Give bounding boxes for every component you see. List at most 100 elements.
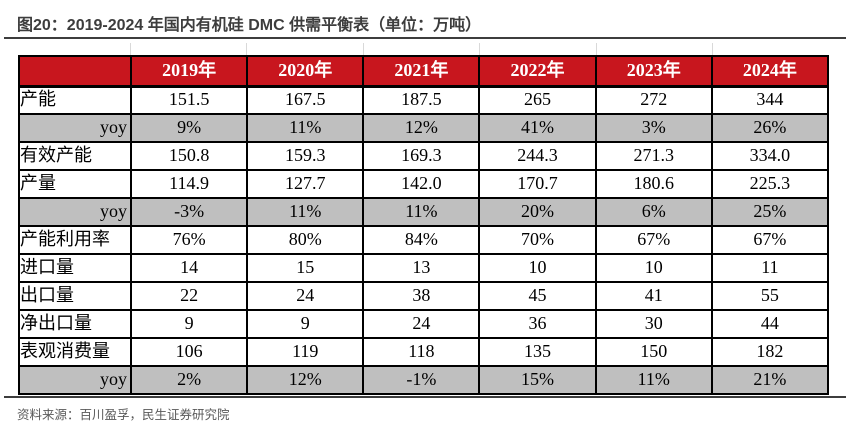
table-cell: 9 [246, 309, 365, 339]
column-header: 2020年 [246, 55, 365, 88]
table-row-apparent-consumption: 表观消费量 106 119 118 135 150 182 [18, 337, 830, 367]
column-guide-tick [246, 43, 247, 55]
table-row-net-exports: 净出口量 9 9 24 36 30 44 [18, 309, 830, 339]
column-guide-tick [712, 43, 713, 55]
table-cell: 142.0 [362, 169, 481, 199]
table-cell: 169.3 [362, 141, 481, 171]
row-label: yoy [18, 113, 132, 143]
table-cell: 24 [362, 309, 481, 339]
table-cell: 334.0 [710, 141, 830, 171]
title-divider [4, 37, 846, 39]
table-row-output-yoy: yoy -3% 11% 11% 20% 6% 25% [18, 197, 830, 227]
row-label: 进口量 [18, 253, 132, 283]
column-header-blank [18, 55, 132, 88]
table-row-utilization: 产能利用率 76% 80% 84% 70% 67% 67% [18, 225, 830, 255]
table-cell: 80% [246, 225, 365, 255]
row-label: yoy [18, 365, 132, 395]
table-cell: 70% [478, 225, 597, 255]
row-label: 净出口量 [18, 309, 132, 339]
footer-divider [4, 396, 846, 398]
table-cell: 84% [362, 225, 481, 255]
table-cell: 265 [478, 85, 597, 115]
table-cell: 2% [129, 365, 249, 395]
table-row-consumption-yoy: yoy 2% 12% -1% 15% 11% 21% [18, 365, 830, 395]
table-cell: 9 [129, 309, 249, 339]
column-header: 2023年 [594, 55, 713, 88]
table-cell: 21% [710, 365, 830, 395]
table-cell: 26% [710, 113, 830, 143]
table-cell: 271.3 [594, 141, 713, 171]
table-cell: 11 [710, 253, 830, 283]
table-cell: 11% [594, 365, 713, 395]
table-row-effective-capacity: 有效产能 150.8 159.3 169.3 244.3 271.3 334.0 [18, 141, 830, 171]
table-cell: 38 [362, 281, 481, 311]
table-cell: 167.5 [246, 85, 365, 115]
table-cell: 9% [129, 113, 249, 143]
column-guide-tick [130, 43, 131, 55]
table-cell: 114.9 [129, 169, 249, 199]
table-cell: 118 [362, 337, 481, 367]
row-label: 表观消费量 [18, 337, 132, 367]
table-cell: 170.7 [478, 169, 597, 199]
column-header: 2024年 [710, 55, 830, 88]
table-cell: 127.7 [246, 169, 365, 199]
table-cell: 244.3 [478, 141, 597, 171]
table-cell: 6% [594, 197, 713, 227]
column-header: 2021年 [362, 55, 481, 88]
table-row-imports: 进口量 14 15 13 10 10 11 [18, 253, 830, 283]
table-cell: 41% [478, 113, 597, 143]
table-cell: 20% [478, 197, 597, 227]
table-cell: 67% [710, 225, 830, 255]
table-cell: 225.3 [710, 169, 830, 199]
table-cell: 344 [710, 85, 830, 115]
table-cell: 11% [246, 113, 365, 143]
table-row-capacity-yoy: yoy 9% 11% 12% 41% 3% 26% [18, 113, 830, 143]
table-cell: 272 [594, 85, 713, 115]
table-cell: 3% [594, 113, 713, 143]
column-guide-tick [363, 43, 364, 55]
figure-title: 图20：2019-2024 年国内有机硅 DMC 供需平衡表（单位：万吨） [17, 17, 482, 34]
table-cell: 41 [594, 281, 713, 311]
table-cell: 106 [129, 337, 249, 367]
table-cell: 44 [710, 309, 830, 339]
table-cell: 55 [710, 281, 830, 311]
table-cell: 10 [478, 253, 597, 283]
table-cell: -3% [129, 197, 249, 227]
header-row: 2019年 2020年 2021年 2022年 2023年 2024年 [18, 55, 830, 88]
table-cell: 150 [594, 337, 713, 367]
row-label: yoy [18, 197, 132, 227]
table-cell: 187.5 [362, 85, 481, 115]
table-cell: 12% [362, 113, 481, 143]
table-cell: 135 [478, 337, 597, 367]
table-cell: 13 [362, 253, 481, 283]
table-cell: 22 [129, 281, 249, 311]
table-row-exports: 出口量 22 24 38 45 41 55 [18, 281, 830, 311]
table-cell: 76% [129, 225, 249, 255]
table-cell: 119 [246, 337, 365, 367]
table-cell: 11% [362, 197, 481, 227]
table-cell: 15% [478, 365, 597, 395]
table-row-capacity: 产能 151.5 167.5 187.5 265 272 344 [18, 85, 830, 115]
table-cell: 12% [246, 365, 365, 395]
table-row-output: 产量 114.9 127.7 142.0 170.7 180.6 225.3 [18, 169, 830, 199]
table-cell: 10 [594, 253, 713, 283]
table-cell: 11% [246, 197, 365, 227]
column-header: 2022年 [478, 55, 597, 88]
table-cell: 180.6 [594, 169, 713, 199]
row-label: 产量 [18, 169, 132, 199]
table-cell: -1% [362, 365, 481, 395]
table-cell: 45 [478, 281, 597, 311]
column-header: 2019年 [129, 55, 249, 88]
table-cell: 36 [478, 309, 597, 339]
table-cell: 15 [246, 253, 365, 283]
table-cell: 150.8 [129, 141, 249, 171]
table-cell: 30 [594, 309, 713, 339]
table-cell: 151.5 [129, 85, 249, 115]
row-label: 出口量 [18, 281, 132, 311]
table-cell: 25% [710, 197, 830, 227]
row-label: 产能 [18, 85, 132, 115]
table-cell: 14 [129, 253, 249, 283]
source-attribution: 资料来源：百川盈孚，民生证券研究院 [17, 408, 230, 422]
table-cell: 159.3 [246, 141, 365, 171]
